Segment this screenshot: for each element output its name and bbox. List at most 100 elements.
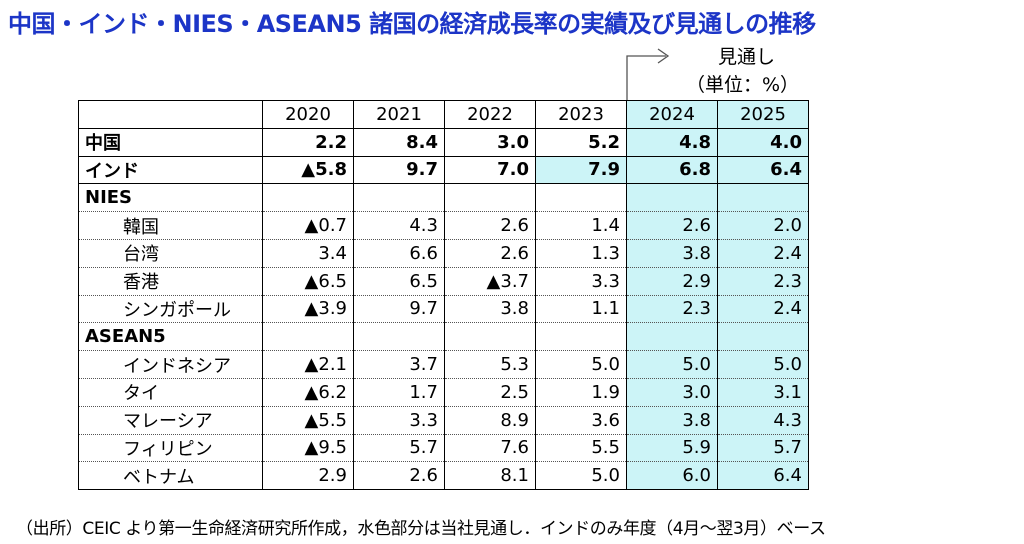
value-cell: 3.0 <box>444 128 536 157</box>
value-cell: 5.0 <box>717 350 809 379</box>
value-cell: ▲3.9 <box>262 295 354 324</box>
value-cell <box>262 322 354 352</box>
value-cell: 5.7 <box>717 434 809 463</box>
table-row: ASEAN5 <box>78 322 809 352</box>
table-row: 台湾 3.4 6.6 2.6 1.3 3.8 2.4 <box>78 239 809 268</box>
value-cell: 3.1 <box>717 378 809 407</box>
value-cell <box>262 183 354 213</box>
value-cell: 2.3 <box>717 267 809 296</box>
value-cell: 1.1 <box>535 295 627 324</box>
value-cell: 5.0 <box>535 350 627 379</box>
value-cell: 3.8 <box>626 406 718 435</box>
value-cell: 6.0 <box>626 461 718 491</box>
value-cell: 3.8 <box>444 295 536 324</box>
value-cell: 3.3 <box>535 267 627 296</box>
value-cell <box>626 322 718 352</box>
value-cell <box>353 183 445 213</box>
value-cell: 4.3 <box>353 211 445 240</box>
header-cell: 2025 <box>717 100 809 129</box>
value-cell: 7.0 <box>444 156 536 185</box>
value-cell: 2.3 <box>626 295 718 324</box>
value-cell: 2.9 <box>626 267 718 296</box>
value-cell: 1.4 <box>535 211 627 240</box>
value-cell <box>717 322 809 352</box>
value-cell <box>535 183 627 213</box>
row-label: マレーシア <box>78 406 263 435</box>
table-row: インド ▲5.8 9.7 7.0 7.9 6.8 6.4 <box>78 156 809 185</box>
table-row: タイ ▲6.2 1.7 2.5 1.9 3.0 3.1 <box>78 378 809 407</box>
row-label: 韓国 <box>78 211 263 240</box>
value-cell <box>444 322 536 352</box>
value-cell: 3.3 <box>353 406 445 435</box>
value-cell <box>353 322 445 352</box>
unit-label: （単位：%） <box>686 74 800 96</box>
value-cell: 5.0 <box>626 350 718 379</box>
value-cell: 8.9 <box>444 406 536 435</box>
value-cell: 4.0 <box>717 128 809 157</box>
table-row: 中国 2.2 8.4 3.0 5.2 4.8 4.0 <box>78 128 809 157</box>
value-cell: 2.6 <box>353 461 445 491</box>
value-cell: 8.4 <box>353 128 445 157</box>
row-label: 台湾 <box>78 239 263 268</box>
value-cell: 5.2 <box>535 128 627 157</box>
value-cell: 3.0 <box>626 378 718 407</box>
value-cell: 5.5 <box>535 434 627 463</box>
value-cell: 1.3 <box>535 239 627 268</box>
value-cell: 7.6 <box>444 434 536 463</box>
value-cell: ▲5.8 <box>262 156 354 185</box>
value-cell: 2.0 <box>717 211 809 240</box>
header-cell: 2021 <box>353 100 445 129</box>
value-cell: 5.9 <box>626 434 718 463</box>
value-cell <box>444 183 536 213</box>
value-cell: 8.1 <box>444 461 536 491</box>
value-cell: 6.4 <box>717 461 809 491</box>
value-cell: ▲2.1 <box>262 350 354 379</box>
value-cell: 6.6 <box>353 239 445 268</box>
value-cell: ▲0.7 <box>262 211 354 240</box>
value-cell: 2.2 <box>262 128 354 157</box>
value-cell: 2.9 <box>262 461 354 491</box>
value-cell: ▲3.7 <box>444 267 536 296</box>
value-cell: 2.5 <box>444 378 536 407</box>
value-cell: 9.7 <box>353 295 445 324</box>
header-cell: 2024 <box>626 100 718 129</box>
value-cell: 2.6 <box>626 211 718 240</box>
value-cell: 2.4 <box>717 239 809 268</box>
table-row: 韓国 ▲0.7 4.3 2.6 1.4 2.6 2.0 <box>78 211 809 240</box>
value-cell <box>626 183 718 213</box>
header-cell: 2022 <box>444 100 536 129</box>
header-cell: 2023 <box>535 100 627 129</box>
value-cell: 3.7 <box>353 350 445 379</box>
value-cell: 6.4 <box>717 156 809 185</box>
source-note: （出所）CEIC より第一生命経済研究所作成，水色部分は当社見通し．インドのみ年… <box>16 519 826 539</box>
header-cell <box>78 100 263 129</box>
row-label: フィリピン <box>78 434 263 463</box>
row-label: NIES <box>78 183 263 213</box>
value-cell: 4.3 <box>717 406 809 435</box>
forecast-label: 見通し <box>718 46 776 68</box>
value-cell: 2.6 <box>444 211 536 240</box>
table-row: ベトナム 2.9 2.6 8.1 5.0 6.0 6.4 <box>78 461 809 491</box>
growth-table: 2020 2021 2022 2023 2024 2025 中国 2.2 8.4 3.… <box>78 100 809 491</box>
row-label: ASEAN5 <box>78 322 263 352</box>
value-cell: ▲9.5 <box>262 434 354 463</box>
value-cell: ▲6.5 <box>262 267 354 296</box>
table-row: シンガポール ▲3.9 9.7 3.8 1.1 2.3 2.4 <box>78 295 809 324</box>
value-cell <box>535 322 627 352</box>
row-label: 香港 <box>78 267 263 296</box>
value-cell: 1.7 <box>353 378 445 407</box>
table-row: 香港 ▲6.5 6.5 ▲3.7 3.3 2.9 2.3 <box>78 267 809 296</box>
table-row: NIES <box>78 183 809 213</box>
value-cell: ▲5.5 <box>262 406 354 435</box>
value-cell: 4.8 <box>626 128 718 157</box>
value-cell: 3.8 <box>626 239 718 268</box>
row-label: シンガポール <box>78 295 263 324</box>
value-cell <box>717 183 809 213</box>
table-row: フィリピン ▲9.5 5.7 7.6 5.5 5.9 5.7 <box>78 434 809 463</box>
value-cell: 5.7 <box>353 434 445 463</box>
row-label: 中国 <box>78 128 263 157</box>
value-cell: 2.4 <box>717 295 809 324</box>
value-cell: 6.5 <box>353 267 445 296</box>
value-cell: 5.3 <box>444 350 536 379</box>
row-label: インド <box>78 156 263 185</box>
